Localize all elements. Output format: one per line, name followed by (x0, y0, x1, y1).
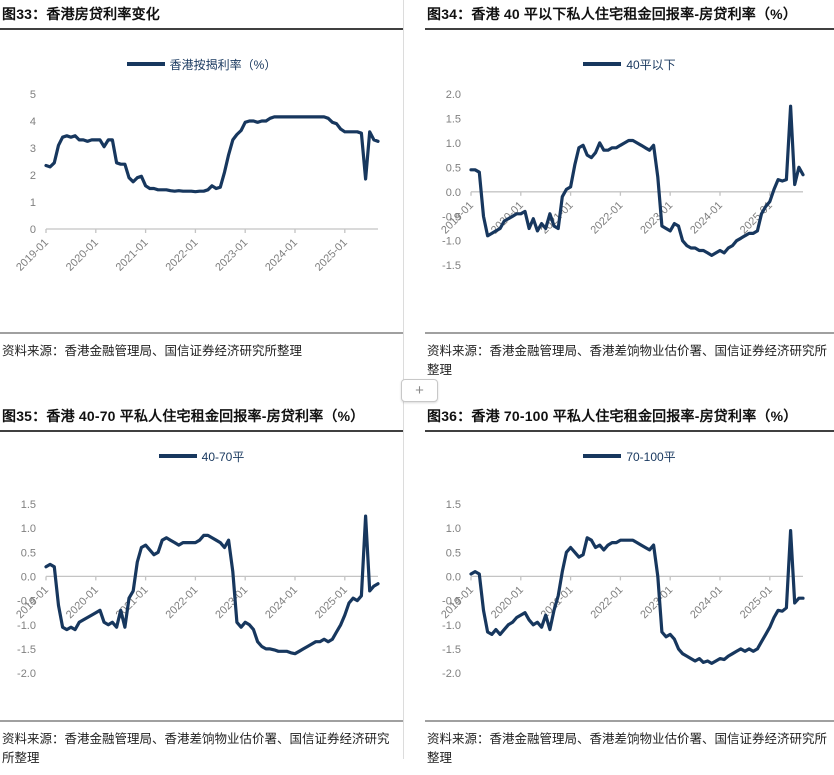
svg-text:-1.0: -1.0 (442, 236, 461, 248)
svg-text:1.0: 1.0 (21, 523, 36, 535)
svg-text:-1.5: -1.5 (17, 644, 36, 656)
svg-text:0.0: 0.0 (446, 187, 461, 199)
figure-33-cell: 图33：香港房贷利率变化 香港按揭利率（%） 5 4 3 2 1 0 2019-01 2020… (0, 0, 403, 395)
figure-36-title: 图36：香港 70-100 平私人住宅租金回报率-房贷利率（%） (425, 402, 834, 432)
svg-text:0.5: 0.5 (446, 547, 461, 559)
svg-text:2022-01: 2022-01 (163, 237, 200, 274)
svg-text:-1.5: -1.5 (442, 644, 461, 656)
figure-36-cell: 图36：香港 70-100 平私人住宅租金回报率-房贷利率（%） 70-100平… (425, 378, 834, 765)
svg-text:1.0: 1.0 (446, 138, 461, 150)
svg-text:-2.0: -2.0 (17, 668, 36, 680)
svg-text:2021-01: 2021-01 (539, 199, 576, 236)
svg-text:2019-01: 2019-01 (14, 237, 51, 274)
svg-text:1.5: 1.5 (21, 499, 36, 511)
legend-line-icon (583, 454, 622, 458)
svg-text:1.5: 1.5 (446, 499, 461, 511)
svg-text:2.0: 2.0 (446, 89, 461, 101)
svg-text:-0.5: -0.5 (17, 596, 36, 608)
legend-line-icon (583, 62, 622, 66)
divider (0, 332, 403, 334)
svg-text:4: 4 (30, 116, 36, 128)
svg-text:-1.0: -1.0 (442, 620, 461, 632)
svg-text:1.5: 1.5 (446, 114, 461, 126)
divider (425, 720, 834, 722)
svg-text:-0.5: -0.5 (442, 596, 461, 608)
figure-33-title: 图33：香港房贷利率变化 (0, 0, 403, 30)
svg-text:2023-01: 2023-01 (638, 584, 675, 621)
svg-text:0.0: 0.0 (446, 571, 461, 583)
svg-text:2022-01: 2022-01 (588, 199, 625, 236)
insert-row-button[interactable]: + (401, 379, 438, 402)
figure-35-source: 资料来源：香港金融管理局、香港差饷物业估价署、国信证券经济研究所整理 (2, 732, 390, 766)
figure-33-legend: 香港按揭利率（%） (0, 54, 403, 74)
figure-34-title: 图34：香港 40 平以下私人住宅租金回报率-房贷利率（%） (425, 0, 834, 30)
legend-label: 40-70平 (201, 449, 245, 464)
svg-text:2024-01: 2024-01 (688, 584, 725, 621)
legend-label: 70-100平 (626, 449, 676, 464)
figure-34-cell: 图34：香港 40 平以下私人住宅租金回报率-房贷利率（%） 40平以下 2.0… (425, 0, 834, 395)
svg-text:-1.5: -1.5 (442, 260, 461, 272)
svg-text:0: 0 (30, 224, 36, 236)
legend-line-icon (126, 62, 165, 66)
svg-text:2024-01: 2024-01 (688, 199, 725, 236)
svg-text:2: 2 (30, 170, 36, 182)
svg-text:2023-01: 2023-01 (213, 237, 250, 274)
svg-text:2020-01: 2020-01 (64, 584, 101, 621)
legend-line-icon (158, 454, 197, 458)
figure-34-chart-area: 40平以下 2.0 1.5 1.0 0.5 0.0 -0.5 -1.0 -1.5 2019-01… (425, 54, 834, 332)
figure-35-legend: 40-70平 (0, 446, 403, 466)
svg-text:0.0: 0.0 (21, 571, 36, 583)
svg-text:1.0: 1.0 (446, 523, 461, 535)
figure-35-chart-area: 40-70平 1.5 1.0 0.5 0.0 -0.5 -1.0 -1.5 -2.0 2019-… (0, 446, 403, 720)
figure-35-title: 图35：香港 40-70 平私人住宅租金回报率-房贷利率（%） (0, 402, 403, 432)
divider (425, 332, 834, 334)
svg-text:3: 3 (30, 143, 36, 155)
figure-36-legend: 70-100平 (425, 446, 834, 466)
legend-label: 40平以下 (626, 57, 676, 72)
svg-text:-2.0: -2.0 (442, 668, 461, 680)
svg-text:2022-01: 2022-01 (163, 584, 200, 621)
figure-34-legend: 40平以下 (425, 54, 834, 74)
svg-text:2023-01: 2023-01 (213, 584, 250, 621)
svg-text:2022-01: 2022-01 (588, 584, 625, 621)
svg-text:1: 1 (30, 197, 36, 209)
svg-text:2024-01: 2024-01 (263, 237, 300, 274)
figure-33-chart-area: 香港按揭利率（%） 5 4 3 2 1 0 2019-01 2020-01 2021-01 202… (0, 54, 403, 332)
svg-text:2025-01: 2025-01 (313, 237, 350, 274)
svg-text:2024-01: 2024-01 (263, 584, 300, 621)
svg-text:0.5: 0.5 (446, 162, 461, 174)
divider (0, 720, 403, 722)
svg-text:0.5: 0.5 (21, 547, 36, 559)
svg-text:2025-01: 2025-01 (738, 584, 775, 621)
figure-35-cell: 图35：香港 40-70 平私人住宅租金回报率-房贷利率（%） 40-70平 1… (0, 378, 403, 765)
svg-text:2020-01: 2020-01 (64, 237, 101, 274)
figure-36-source: 资料来源：香港金融管理局、香港差饷物业估价署、国信证券经济研究所整理 (427, 732, 828, 766)
legend-label: 香港按揭利率（%） (169, 57, 277, 72)
svg-text:-1.0: -1.0 (17, 620, 36, 632)
svg-text:-0.5: -0.5 (442, 211, 461, 223)
figure-36-chart-area: 70-100平 1.5 1.0 0.5 0.0 -0.5 -1.0 -1.5 -2.0 2019… (425, 446, 834, 720)
svg-text:5: 5 (30, 89, 36, 101)
svg-text:2021-01: 2021-01 (114, 237, 151, 274)
